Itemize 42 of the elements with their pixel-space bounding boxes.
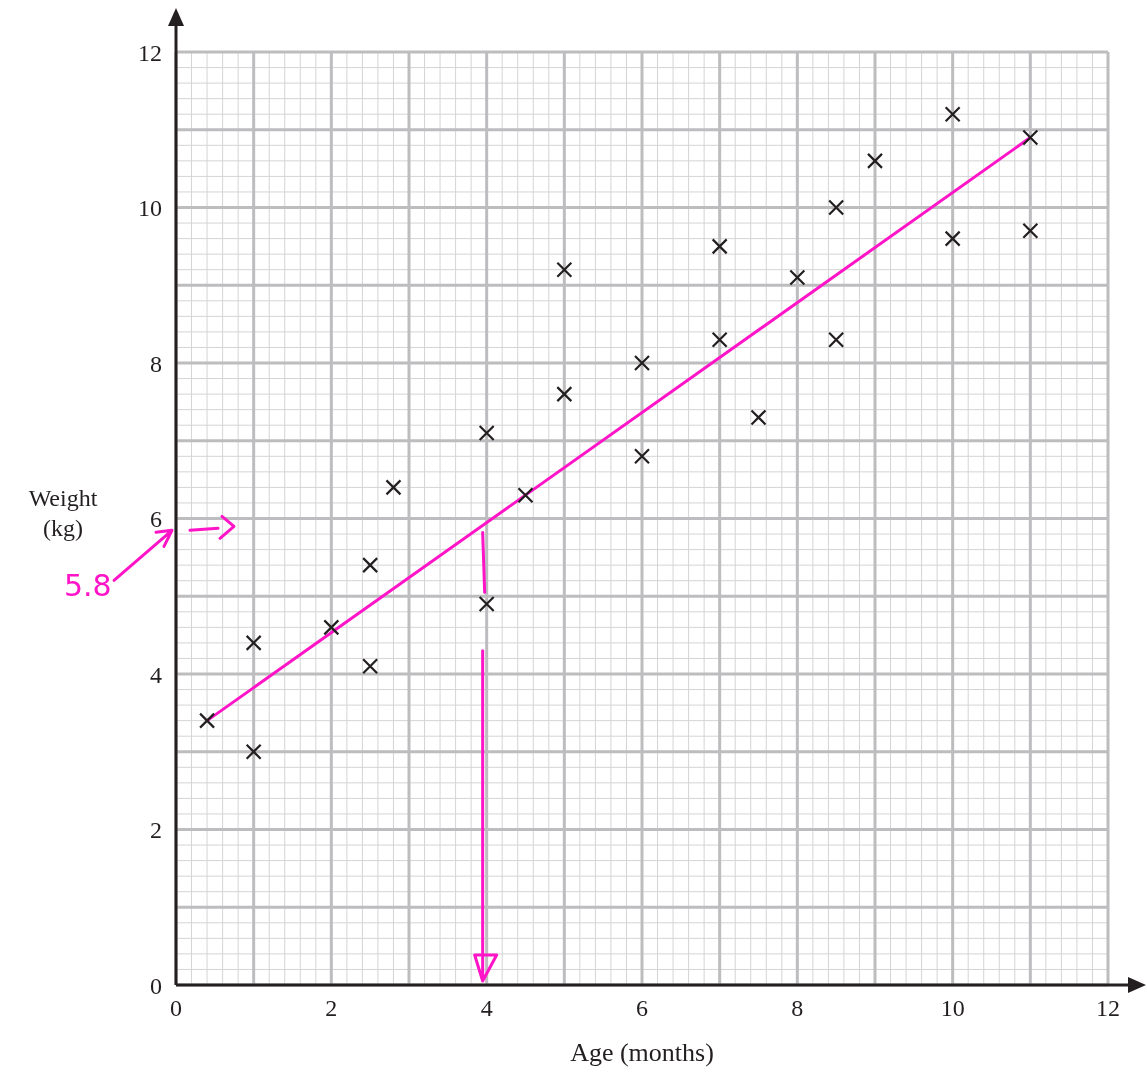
point: [362, 658, 379, 675]
point: [478, 595, 495, 613]
x-tick-label: 6: [636, 995, 648, 1022]
point: [556, 386, 573, 403]
x-tick-label: 8: [791, 995, 804, 1022]
point: [711, 238, 728, 255]
y-tick-label: 8: [150, 350, 162, 377]
x-tick-label: 10: [940, 995, 965, 1022]
point: [633, 354, 651, 372]
point: [245, 743, 262, 760]
x-axis-title: Age (months): [570, 1038, 714, 1067]
point: [711, 331, 728, 348]
point: [944, 230, 961, 247]
y-tick-label: 10: [138, 195, 162, 222]
point: [556, 261, 573, 278]
y-tick-label: 6: [150, 506, 162, 533]
point: [1022, 129, 1039, 146]
x-tick-label: 4: [480, 995, 493, 1022]
point: [323, 619, 340, 636]
point: [750, 409, 767, 426]
point: [385, 479, 402, 496]
y-tick-label: 12: [138, 39, 162, 66]
point: [478, 424, 495, 442]
point: [944, 106, 961, 123]
point: [828, 331, 845, 348]
x-tick-label: 0: [170, 995, 182, 1022]
y-tick-label: 4: [150, 661, 162, 688]
y-tick-label: 2: [150, 817, 162, 844]
y-axis-title: Weight (kg): [27, 483, 99, 543]
point: [866, 152, 884, 169]
point: [789, 269, 806, 286]
x-tick-label: 2: [325, 995, 338, 1022]
point: [362, 557, 379, 574]
point: [517, 487, 534, 504]
point: [198, 712, 216, 729]
y-tick-label: 0: [150, 972, 162, 999]
x-tick-label: 12: [1096, 995, 1120, 1022]
point: [1022, 222, 1039, 239]
point: [828, 199, 845, 216]
text: 5.8: [64, 568, 112, 604]
point: [245, 634, 262, 651]
point: [633, 448, 651, 465]
